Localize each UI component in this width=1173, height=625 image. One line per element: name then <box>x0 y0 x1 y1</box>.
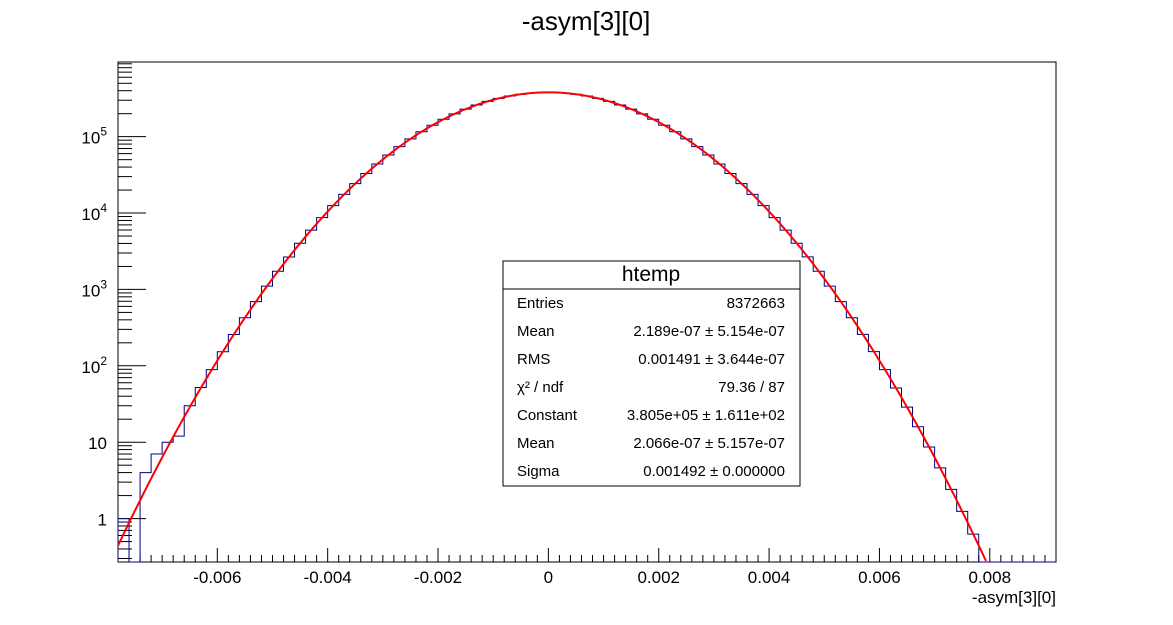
stats-row-label: Constant <box>517 407 578 424</box>
y-tick-label: 103 <box>81 277 107 300</box>
x-tick-label: 0.006 <box>858 568 901 587</box>
stats-row-value: 8372663 <box>727 295 785 312</box>
y-tick-label: 1 <box>98 511 107 530</box>
stats-row-value: 79.36 / 87 <box>718 379 785 396</box>
stats-row-label: χ² / ndf <box>517 379 564 396</box>
fit-curve <box>117 91 987 562</box>
y-tick-label: 102 <box>81 354 107 377</box>
x-tick-label: -0.002 <box>414 568 462 587</box>
stats-row-value: 0.001491 ± 3.644e-07 <box>638 351 785 368</box>
y-tick-label: 105 <box>81 125 107 148</box>
x-tick-label: 0.008 <box>969 568 1012 587</box>
stats-row-label: Entries <box>517 295 564 312</box>
stats-box-title: htemp <box>622 263 680 286</box>
stats-row-label: Sigma <box>517 463 560 480</box>
stats-row-label: RMS <box>517 351 550 368</box>
stats-row-value: 2.189e-07 ± 5.154e-07 <box>633 323 785 340</box>
stats-row-label: Mean <box>517 435 555 452</box>
chart-title: -asym[3][0] <box>522 6 651 36</box>
stats-row-value: 3.805e+05 ± 1.611e+02 <box>627 407 785 424</box>
fit-curve-series <box>117 91 987 562</box>
stats-row-value: 0.001492 ± 0.000000 <box>643 463 785 480</box>
x-tick-label: -0.006 <box>193 568 241 587</box>
y-tick-label: 104 <box>81 201 107 224</box>
stats-box: htemp Entries 8372663 Mean 2.189e-07 ± 5.15… <box>502 260 801 487</box>
x-tick-labels: -0.006 -0.004 -0.002 0 0.002 0.004 0.006 0.008 <box>193 568 1011 587</box>
y-tick-label: 10 <box>88 434 107 453</box>
x-axis-title: -asym[3][0] <box>972 588 1056 607</box>
stats-row-label: Mean <box>517 323 555 340</box>
y-tick-labels: 1 10 102 103 104 105 <box>81 125 107 530</box>
stats-row-value: 2.066e-07 ± 5.157e-07 <box>633 435 785 452</box>
x-tick-label: 0 <box>544 568 553 587</box>
stats-box-frame <box>502 260 801 487</box>
stats-rows: Entries 8372663 Mean 2.189e-07 ± 5.154e-07 R… <box>517 295 785 480</box>
x-tick-label: -0.004 <box>304 568 352 587</box>
axis-ticks <box>118 63 1057 562</box>
x-tick-label: 0.004 <box>748 568 791 587</box>
x-tick-label: 0.002 <box>637 568 680 587</box>
